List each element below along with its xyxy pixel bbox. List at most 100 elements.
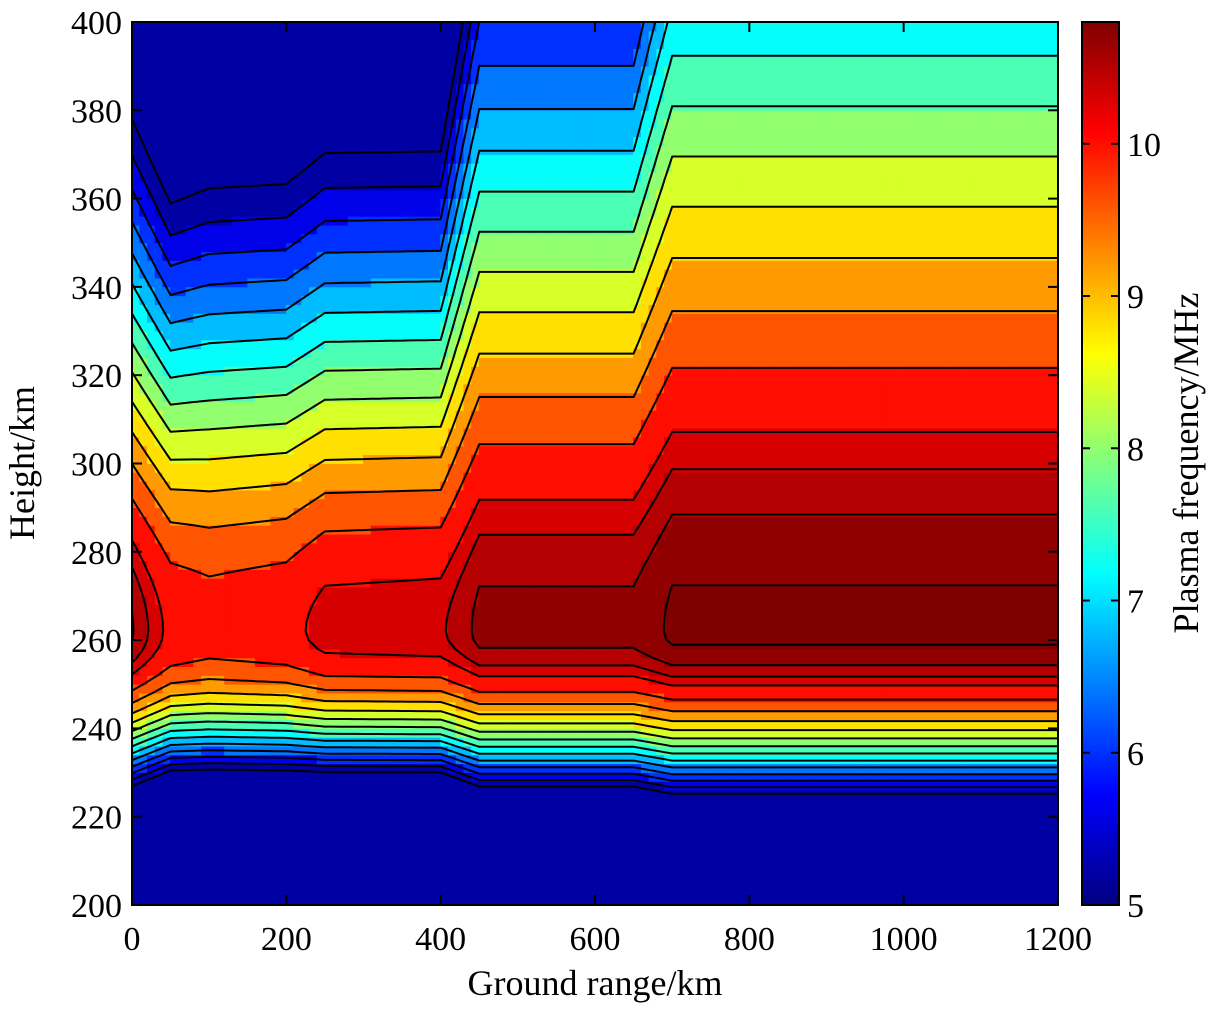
contour-cell xyxy=(965,630,974,641)
contour-cell xyxy=(926,886,935,897)
contour-cell xyxy=(764,622,773,632)
contour-cell xyxy=(702,701,712,712)
contour-cell xyxy=(455,604,465,615)
contour-cell xyxy=(401,763,411,773)
contour-cell xyxy=(440,772,449,782)
contour-cell xyxy=(486,772,496,782)
contour-cell xyxy=(988,798,997,809)
contour-cell xyxy=(132,595,141,606)
contour-cell xyxy=(664,586,673,597)
contour-cell xyxy=(887,683,897,694)
contour-cell xyxy=(301,736,310,747)
contour-cell xyxy=(316,780,326,791)
contour-cell xyxy=(864,736,874,747)
contour-cell xyxy=(880,657,889,667)
contour-cell xyxy=(795,683,804,694)
contour-cell xyxy=(532,745,542,756)
contour-cell xyxy=(278,595,287,606)
contour-cell xyxy=(224,798,233,809)
contour-cell xyxy=(177,666,187,676)
contour-cell xyxy=(1049,807,1058,818)
contour-cell xyxy=(525,842,534,853)
contour-cell xyxy=(270,586,280,597)
contour-cell xyxy=(455,551,465,562)
contour-cell xyxy=(278,789,287,800)
contour-cell xyxy=(494,639,503,650)
contour-cell xyxy=(548,807,557,818)
contour-cell xyxy=(393,878,403,888)
contour-cell xyxy=(170,754,179,765)
contour-cell xyxy=(648,763,658,773)
contour-cell xyxy=(1026,604,1036,615)
contour-cell xyxy=(725,895,735,905)
contour-cell xyxy=(617,807,627,818)
contour-cell xyxy=(1042,683,1051,694)
contour-cell xyxy=(826,595,835,606)
contour-cell xyxy=(1026,551,1036,562)
contour-cell xyxy=(255,533,264,544)
contour-cell xyxy=(617,551,627,562)
contour-cell xyxy=(216,551,225,562)
contour-cell xyxy=(409,569,418,579)
contour-cell xyxy=(440,569,449,579)
contour-cell xyxy=(177,551,187,562)
contour-cell xyxy=(517,772,526,782)
contour-cell xyxy=(324,763,334,773)
contour-cell xyxy=(664,533,673,544)
contour-cell xyxy=(255,825,264,835)
contour-cell xyxy=(324,595,334,606)
contour-cell xyxy=(849,807,858,818)
contour-cell xyxy=(162,630,171,641)
contour-cell xyxy=(849,569,858,579)
contour-cell xyxy=(355,657,364,667)
contour-cell xyxy=(656,825,665,835)
contour-cell xyxy=(540,860,550,871)
contour-cell xyxy=(494,886,503,897)
contour-cell xyxy=(231,807,241,818)
contour-cell xyxy=(517,833,526,844)
contour-cell xyxy=(193,895,202,905)
contour-cell xyxy=(1003,569,1013,579)
contour-cell xyxy=(532,878,542,888)
contour-cell xyxy=(201,569,210,579)
contour-cell xyxy=(262,648,272,659)
contour-cell xyxy=(895,710,905,720)
contour-cell xyxy=(147,869,156,879)
contour-cell xyxy=(339,551,349,562)
contour-cell xyxy=(679,816,688,826)
contour-cell xyxy=(849,675,858,685)
contour-cell xyxy=(633,577,642,588)
contour-cell xyxy=(702,825,712,835)
contour-cell xyxy=(602,886,611,897)
contour-cell xyxy=(447,604,457,615)
contour-cell xyxy=(903,692,912,703)
contour-cell xyxy=(324,789,334,800)
contour-cell xyxy=(895,860,905,871)
contour-cell xyxy=(432,666,442,676)
contour-cell xyxy=(718,825,727,835)
contour-cell xyxy=(972,772,982,782)
contour-cell xyxy=(640,807,650,818)
contour-cell xyxy=(718,772,727,782)
contour-cell xyxy=(972,630,982,641)
contour-cell xyxy=(926,569,935,579)
contour-cell xyxy=(247,719,256,729)
contour-cell xyxy=(579,622,588,632)
contour-cell xyxy=(378,860,388,871)
contour-cell xyxy=(147,833,156,844)
contour-cell xyxy=(594,833,604,844)
contour-cell xyxy=(1011,613,1020,623)
contour-cell xyxy=(471,542,480,553)
contour-cell xyxy=(293,595,303,606)
contour-cell xyxy=(463,869,472,879)
contour-cell xyxy=(980,577,989,588)
contour-cell xyxy=(355,780,364,791)
contour-cell xyxy=(725,630,735,641)
contour-cell xyxy=(772,613,781,623)
contour-cell xyxy=(949,666,959,676)
contour-cell xyxy=(363,701,372,712)
contour-fills xyxy=(132,22,1058,905)
contour-cell xyxy=(818,666,827,676)
contour-cell xyxy=(687,675,696,685)
contour-cell xyxy=(864,772,874,782)
